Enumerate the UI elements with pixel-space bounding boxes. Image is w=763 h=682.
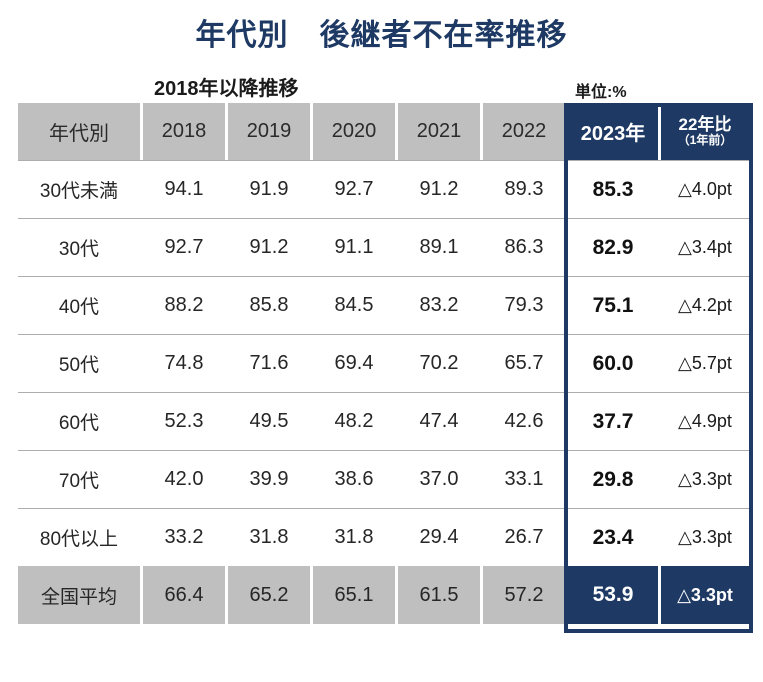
cell-2023: 53.9 (568, 566, 658, 624)
cell-2019: 91.2 (249, 236, 289, 258)
table-row-national-average: 全国平均 66.4 65.2 65.1 61.5 57.2 53.9 △3.3p… (18, 566, 749, 624)
cell-2020: 91.1 (334, 236, 374, 258)
header-age-group: 年代別 (18, 103, 140, 160)
cell-2018: 94.1 (164, 178, 204, 200)
table-row-40s: 40代 88.2 85.8 84.5 83.2 79.3 75.1 △4.2pt (18, 276, 749, 334)
summary-label: 全国平均 (18, 566, 140, 624)
cell-2021: 61.5 (398, 566, 480, 624)
cell-2023: 23.4 (592, 525, 634, 549)
cell-2020: 84.5 (334, 294, 374, 316)
cell-2018: 33.2 (164, 526, 204, 548)
header-yoy-diff: 22年比 （1年前） (661, 103, 749, 160)
cell-2019: 39.9 (249, 468, 289, 490)
table-row-70s: 70代 42.0 39.9 38.6 37.0 33.1 29.8 △3.3pt (18, 450, 749, 508)
table-row-80plus: 80代以上 33.2 31.8 31.8 29.4 26.7 23.4 △3.3… (18, 508, 749, 566)
age-group-label: 30代未満 (39, 181, 119, 202)
subtitle-row: 2018年以降推移 単位:% (18, 70, 749, 101)
cell-yoy-diff: △3.3pt (678, 527, 732, 547)
header-2023: 2023年 (568, 103, 658, 160)
cell-2022: 57.2 (483, 566, 565, 624)
cell-2022: 79.3 (504, 294, 544, 316)
cell-2019: 49.5 (249, 410, 289, 432)
trend-subtitle: 2018年以降推移 (154, 78, 299, 100)
table-header-row: 年代別 2018 2019 2020 2021 2022 2023年 22年比 … (18, 103, 749, 160)
cell-yoy-diff: △3.4pt (678, 237, 732, 257)
cell-2022: 86.3 (504, 236, 544, 258)
table-row-under30: 30代未満 94.1 91.9 92.7 91.2 89.3 85.3 △4.0… (18, 160, 749, 218)
cell-2020: 92.7 (334, 178, 374, 200)
cell-2018: 66.4 (143, 566, 225, 624)
cell-yoy-diff: △4.9pt (678, 411, 732, 431)
age-group-label: 80代以上 (39, 529, 119, 550)
cell-yoy-diff: △4.2pt (678, 295, 732, 315)
cell-2020: 48.2 (334, 410, 374, 432)
cell-2021: 89.1 (419, 236, 459, 258)
cell-2020: 65.1 (313, 566, 395, 624)
cell-2018: 88.2 (164, 294, 204, 316)
header-2018: 2018 (143, 103, 225, 160)
cell-2018: 52.3 (164, 410, 204, 432)
cell-2023: 29.8 (592, 467, 634, 491)
cell-2021: 37.0 (419, 468, 459, 490)
cell-2021: 91.2 (419, 178, 459, 200)
cell-2022: 65.7 (504, 352, 544, 374)
age-group-label: 60代 (58, 413, 100, 434)
cell-2023: 60.0 (592, 351, 634, 375)
age-group-label: 40代 (58, 297, 100, 318)
cell-2019: 85.8 (249, 294, 289, 316)
unit-label: 単位:% (575, 84, 627, 101)
cell-yoy-diff: △4.0pt (678, 179, 732, 199)
header-yoy-diff-sub: （1年前） (677, 133, 733, 148)
table-row-50s: 50代 74.8 71.6 69.4 70.2 65.7 60.0 △5.7pt (18, 334, 749, 392)
age-group-label: 70代 (58, 471, 100, 492)
cell-2023: 75.1 (592, 293, 634, 317)
table-row-30s: 30代 92.7 91.2 91.1 89.1 86.3 82.9 △3.4pt (18, 218, 749, 276)
cell-2023: 82.9 (592, 235, 634, 259)
cell-2020: 69.4 (334, 352, 374, 374)
cell-2022: 33.1 (504, 468, 544, 490)
succession-rate-table: 年代別 2018 2019 2020 2021 2022 2023年 22年比 … (18, 103, 753, 633)
cell-2021: 70.2 (419, 352, 459, 374)
header-2020: 2020 (313, 103, 395, 160)
cell-yoy-diff: △3.3pt (661, 566, 749, 624)
cell-yoy-diff: △5.7pt (678, 353, 732, 373)
table-row-60s: 60代 52.3 49.5 48.2 47.4 42.6 37.7 △4.9pt (18, 392, 749, 450)
header-2022: 2022 (483, 103, 565, 160)
cell-2022: 89.3 (504, 178, 544, 200)
cell-2023: 37.7 (592, 409, 634, 433)
cell-2022: 26.7 (504, 526, 544, 548)
cell-2018: 92.7 (164, 236, 204, 258)
cell-2020: 38.6 (334, 468, 374, 490)
cell-2021: 47.4 (419, 410, 459, 432)
cell-2021: 29.4 (419, 526, 459, 548)
page-title: 年代別 後継者不在率推移 (195, 19, 568, 52)
age-group-label: 30代 (58, 239, 100, 260)
cell-2018: 42.0 (164, 468, 204, 490)
cell-2019: 91.9 (249, 178, 289, 200)
cell-yoy-diff: △3.3pt (678, 469, 732, 489)
cell-2019: 31.8 (249, 526, 289, 548)
header-2019: 2019 (228, 103, 310, 160)
cell-2018: 74.8 (164, 352, 204, 374)
cell-2019: 71.6 (249, 352, 289, 374)
cell-2022: 42.6 (504, 410, 544, 432)
cell-2021: 83.2 (419, 294, 459, 316)
cell-2020: 31.8 (334, 526, 374, 548)
cell-2023: 85.3 (592, 177, 634, 201)
age-group-label: 50代 (58, 355, 100, 376)
header-2021: 2021 (398, 103, 480, 160)
cell-2019: 65.2 (228, 566, 310, 624)
header-yoy-diff-main: 22年比 (678, 115, 732, 135)
